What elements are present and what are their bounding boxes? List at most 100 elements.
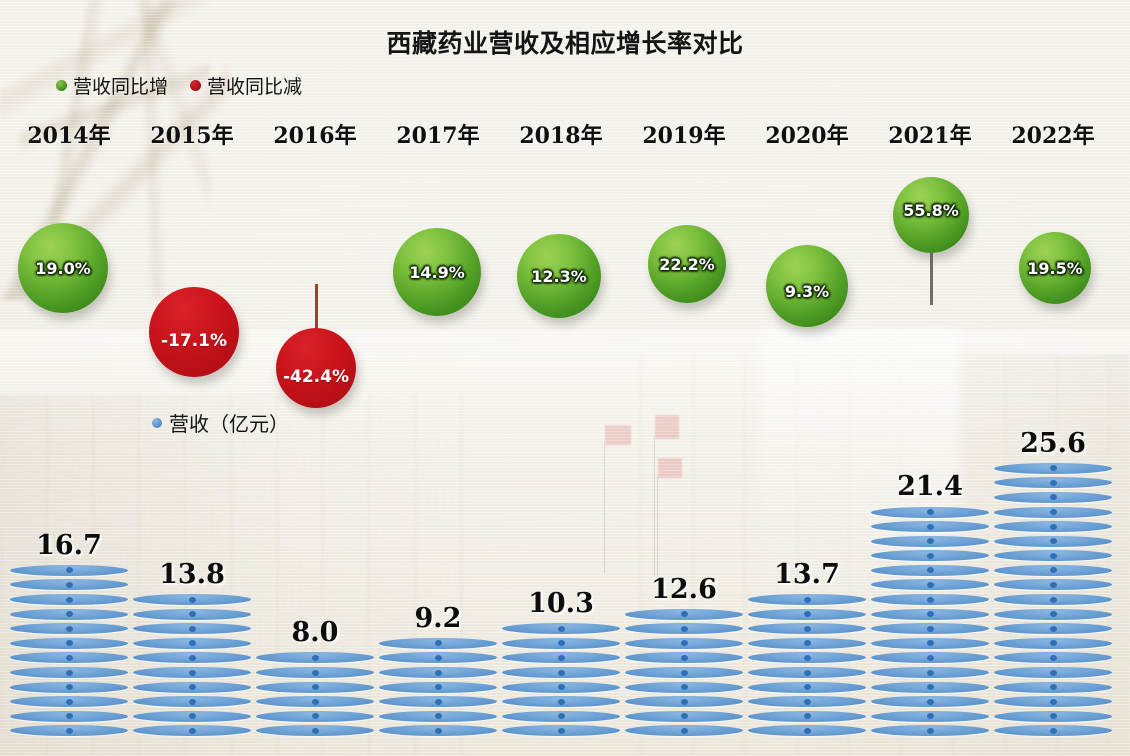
revenue-bar-disc <box>994 564 1112 576</box>
revenue-bar-disc <box>994 594 1112 606</box>
growth-bubble-circle[interactable]: -42.4% <box>276 328 356 408</box>
revenue-bar-value-label: 10.3 <box>528 588 594 620</box>
growth-bubble-label: 12.3% <box>531 266 587 286</box>
revenue-bar-disc <box>625 710 743 722</box>
revenue-bar-discs <box>502 623 620 740</box>
legend-label-revenue: 营收（亿元） <box>169 412 289 436</box>
growth-bubble-circle[interactable]: 14.9% <box>393 228 481 316</box>
revenue-bar-value-label: 13.7 <box>774 559 840 590</box>
revenue-bar-value-label: 9.2 <box>414 602 462 634</box>
revenue-bar-disc <box>10 710 128 722</box>
growth-bubble-label: 19.0% <box>35 258 91 278</box>
revenue-bar-disc <box>748 725 866 737</box>
revenue-bar-disc <box>133 637 251 649</box>
revenue-bar-column[interactable]: 8.0 <box>256 617 374 740</box>
growth-bubble-circle[interactable]: 9.3% <box>766 245 848 327</box>
revenue-bar-disc <box>625 623 743 635</box>
revenue-bar-column[interactable]: 13.7 <box>748 559 866 740</box>
revenue-legend: 营收（亿元） <box>152 408 289 437</box>
revenue-bar-disc <box>748 637 866 649</box>
revenue-bar-disc <box>502 652 620 664</box>
growth-bubble-series: 19.0% -17.1% -42.4% 14.9% 12.3% 22.2% 9.3% 55.8… <box>18 177 1091 408</box>
revenue-bar-column[interactable]: 21.4 <box>871 471 989 741</box>
revenue-bar-disc <box>994 579 1112 591</box>
growth-bubble-circle[interactable]: 55.8% <box>893 177 969 253</box>
revenue-bar-disc <box>994 652 1112 664</box>
revenue-bar-disc <box>10 594 128 606</box>
revenue-bar-disc <box>502 681 620 693</box>
revenue-bar-disc <box>994 608 1112 620</box>
revenue-bar-disc <box>625 725 743 737</box>
revenue-bar-disc <box>10 667 128 679</box>
revenue-bar-discs <box>871 506 989 741</box>
revenue-bar-disc <box>10 579 128 591</box>
revenue-bar-disc <box>871 564 989 576</box>
revenue-bar-disc <box>871 637 989 649</box>
revenue-bar-disc <box>10 681 128 693</box>
revenue-bar-disc <box>133 652 251 664</box>
revenue-bar-disc <box>871 681 989 693</box>
revenue-bar-disc <box>871 623 989 635</box>
revenue-bar-disc <box>748 652 866 664</box>
revenue-bar-disc <box>625 667 743 679</box>
revenue-bar-column[interactable]: 10.3 <box>502 588 620 740</box>
growth-bubble-circle[interactable]: 19.5% <box>1019 232 1091 304</box>
revenue-bar-disc <box>994 696 1112 708</box>
revenue-bar-disc <box>133 710 251 722</box>
revenue-bar-disc <box>10 725 128 737</box>
revenue-bar-column[interactable]: 16.7 <box>10 530 128 740</box>
revenue-bar-disc <box>748 608 866 620</box>
revenue-bar-column[interactable]: 13.8 <box>133 559 251 740</box>
legend-item-growth-positive: 营收同比增 <box>56 72 168 99</box>
revenue-bar-disc <box>256 725 374 737</box>
revenue-bar-disc <box>10 608 128 620</box>
revenue-bar-disc <box>748 594 866 606</box>
growth-bubble-circle[interactable]: 12.3% <box>517 234 601 318</box>
revenue-bar-disc <box>502 623 620 635</box>
legend-label-growth-positive: 营收同比增 <box>73 76 169 98</box>
revenue-bar-disc <box>871 521 989 533</box>
revenue-bar-disc <box>625 608 743 620</box>
revenue-bar-disc <box>10 652 128 664</box>
year-label: 2015年 <box>150 123 234 149</box>
background-flagpole-2 <box>654 436 655 576</box>
revenue-bar-disc <box>256 667 374 679</box>
year-axis-labels: 2014年 2015年 2016年 2017年 2018年 2019年 2020年 2021年… <box>0 118 1130 150</box>
revenue-bar-disc <box>748 623 866 635</box>
background-flag-2 <box>655 415 679 439</box>
growth-bubble-circle[interactable]: -17.1% <box>149 287 239 377</box>
growth-bubble-circle[interactable]: 19.0% <box>18 223 108 313</box>
blue-dot-icon <box>152 417 162 428</box>
revenue-bar-disc <box>133 594 251 606</box>
revenue-bar-discs <box>256 652 374 740</box>
revenue-bar-value-label: 12.6 <box>651 573 717 605</box>
growth-bubble-circle[interactable]: 22.2% <box>648 225 726 303</box>
growth-legend: 营收同比增 营收同比减 <box>56 72 302 99</box>
year-label: 2016年 <box>273 123 357 149</box>
bubble-stem-up <box>315 284 318 330</box>
growth-bubble-label: -17.1% <box>160 331 228 351</box>
revenue-bar-disc <box>10 564 128 576</box>
revenue-bar-disc <box>994 637 1112 649</box>
revenue-bar-disc <box>379 725 497 737</box>
legend-label-growth-negative: 营收同比减 <box>207 76 303 98</box>
revenue-bar-column[interactable]: 12.6 <box>625 574 743 740</box>
revenue-bar-disc <box>379 667 497 679</box>
revenue-bar-disc <box>994 506 1112 518</box>
revenue-bar-disc <box>871 550 989 562</box>
revenue-bar-disc <box>994 667 1112 679</box>
revenue-bar-disc <box>994 623 1112 635</box>
revenue-bar-disc <box>994 462 1112 474</box>
bubble-stem-down <box>930 249 933 305</box>
revenue-bar-value-label: 16.7 <box>36 529 102 561</box>
revenue-bar-disc <box>502 696 620 708</box>
revenue-bar-disc <box>625 637 743 649</box>
revenue-bar-disc <box>871 608 989 620</box>
revenue-bar-disc <box>133 681 251 693</box>
revenue-bar-column[interactable]: 9.2 <box>379 603 497 740</box>
revenue-bar-column[interactable]: 25.6 <box>994 428 1112 740</box>
revenue-bar-discs <box>748 594 866 740</box>
revenue-bar-disc <box>994 710 1112 722</box>
